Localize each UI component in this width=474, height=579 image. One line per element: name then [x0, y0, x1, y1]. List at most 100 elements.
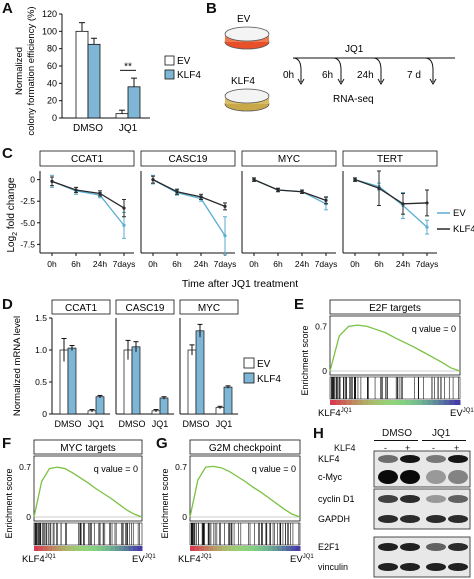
c-subplot-title: CCAT1: [71, 154, 103, 165]
gsea-left-text: KLF4: [22, 554, 45, 565]
d-xtick-label: JQ1: [216, 419, 233, 429]
gsea-qvalue: q value = 0: [252, 464, 296, 474]
ev-dish: [224, 26, 270, 50]
wb-band: [378, 543, 398, 551]
c-point: [300, 190, 304, 194]
c-point: [252, 178, 256, 182]
wb-row-label: vinculin: [318, 562, 348, 572]
c-ylabel: Log2 fold change: [6, 177, 19, 253]
gsea-rank-gradient: [384, 400, 391, 405]
c-subplot-title: CASC19: [169, 154, 208, 165]
a-bar-klf4: [87, 43, 101, 119]
c-xtick-label: 6h: [273, 259, 283, 269]
wb-membrane: [373, 488, 471, 530]
gsea-rank-gradient: [443, 400, 450, 405]
gsea-right-label: EVJQ1: [132, 554, 156, 565]
a-ytick-label: 20: [47, 96, 57, 106]
gsea-rank-gradient: [65, 546, 71, 551]
c-xtick-label: 7days: [214, 259, 237, 269]
wb-sign-3: -: [432, 443, 435, 453]
gsea-left-label: KLF4JQ1: [318, 408, 352, 419]
gsea-ytick-top: 0.7: [175, 462, 187, 472]
gsea-rank-gradient: [254, 546, 260, 551]
wb-band: [448, 563, 468, 571]
c-series-line-klf4: [51, 180, 125, 209]
wb-band: [448, 543, 468, 551]
gsea-rank-gradient: [88, 546, 93, 551]
gsea-rank-gradient: [47, 546, 53, 551]
gsea-hits-frame: [329, 376, 461, 400]
c-xtick-label: 6h: [374, 259, 384, 269]
gsea-ylabel: Enrichment score: [4, 468, 14, 538]
wb-row-label: c-Myc: [318, 472, 342, 482]
gsea-es-curve: [33, 466, 143, 518]
d-xtick-label: DMSO: [55, 419, 82, 429]
gsea-rank-gradient: [454, 400, 461, 405]
wb-group-jq1: JQ1: [432, 428, 451, 439]
timeline-arrows: [292, 57, 455, 85]
c-title-box: [39, 150, 135, 167]
d-xtick-label: DMSO: [183, 419, 210, 429]
wb-band: [426, 543, 446, 551]
c-ytick-label: -5.0: [20, 218, 35, 228]
gsea-ytick-top: 0.7: [315, 321, 327, 331]
d-title-box: [51, 299, 111, 315]
wb-band: [378, 563, 398, 571]
c-point: [223, 234, 227, 238]
panel-letter-a: A: [2, 0, 13, 17]
gsea-rank-gradient: [432, 400, 439, 405]
klf4-dish: [224, 88, 270, 112]
a-ytick-label: 120: [42, 9, 57, 19]
d-ytick-label: 0.5: [35, 377, 47, 387]
rnaseq-label: RNA-seq: [333, 94, 374, 105]
gsea-rank-gradient: [290, 546, 296, 551]
c-title-box: [140, 150, 236, 167]
c-xtick-label: 7days: [416, 259, 439, 269]
a-ytick-label: 80: [47, 44, 57, 54]
c-point: [276, 188, 280, 192]
c-point: [324, 198, 328, 202]
gsea-rank-gradient: [427, 400, 434, 405]
tp-24h: 24h: [357, 70, 374, 81]
gsea-rank-gradient: [330, 400, 336, 405]
gsea-rank-gradient: [106, 546, 111, 551]
c-ytick-label: -7.5: [20, 239, 35, 249]
c-xtick-label: 6h: [172, 259, 182, 269]
d-xtick-label: JQ1: [88, 419, 105, 429]
gsea-right-text: EV: [290, 554, 303, 565]
gsea-right-label: EVJQ1: [290, 554, 314, 565]
gsea-rank-gradient: [405, 400, 412, 405]
panel-h-western-blot: DMSO JQ1 KLF4 - + - + KLF4 c-Myc cyclin D1…: [314, 425, 474, 579]
a-ylabel-line2: colony formation efficiency (%): [26, 6, 37, 135]
gsea-right-sup: JQ1: [303, 554, 314, 560]
d-subplot-title: MYC: [198, 303, 220, 314]
wb-band: [448, 470, 468, 484]
gsea-rank-gradient: [335, 400, 342, 405]
a-legend-swatch: [164, 69, 175, 80]
gsea-plot-frame: [33, 455, 143, 522]
gsea-rank-gradient: [249, 546, 255, 551]
c-xtick-label: 7days: [315, 259, 338, 269]
gsea-title: G2M checkpoint: [209, 443, 281, 454]
c-point: [98, 191, 102, 196]
c-point: [74, 188, 78, 192]
gsea-left-label: KLF4JQ1: [22, 554, 56, 565]
gsea-rank-gradient: [61, 546, 66, 551]
gsea-rank-gradient: [203, 546, 209, 551]
gsea-rank-gradient: [115, 546, 120, 551]
gsea-rank-gradient: [351, 400, 358, 405]
d-bar-klf4: [159, 397, 169, 415]
gsea-rank-gradient: [449, 400, 456, 405]
gsea-title-box: [329, 299, 461, 315]
ev-dish-label: EV: [237, 14, 251, 25]
gsea-rank-gradient: [92, 546, 98, 551]
c-series-line-klf4: [152, 179, 226, 207]
c-xtick-label: 24h: [93, 259, 107, 269]
c-title-box: [241, 150, 337, 167]
c-legend-label: EV: [453, 208, 466, 219]
c-point: [353, 178, 357, 182]
gsea-rank-gradient: [438, 400, 445, 405]
c-xlabel: Time after JQ1 treatment: [182, 278, 298, 290]
panel-d-bar-charts: Normalized mRNA level CCAT1 0 0.5 1.0 1.5 DMSO…: [12, 299, 281, 429]
gsea-rank-gradient: [119, 546, 125, 551]
